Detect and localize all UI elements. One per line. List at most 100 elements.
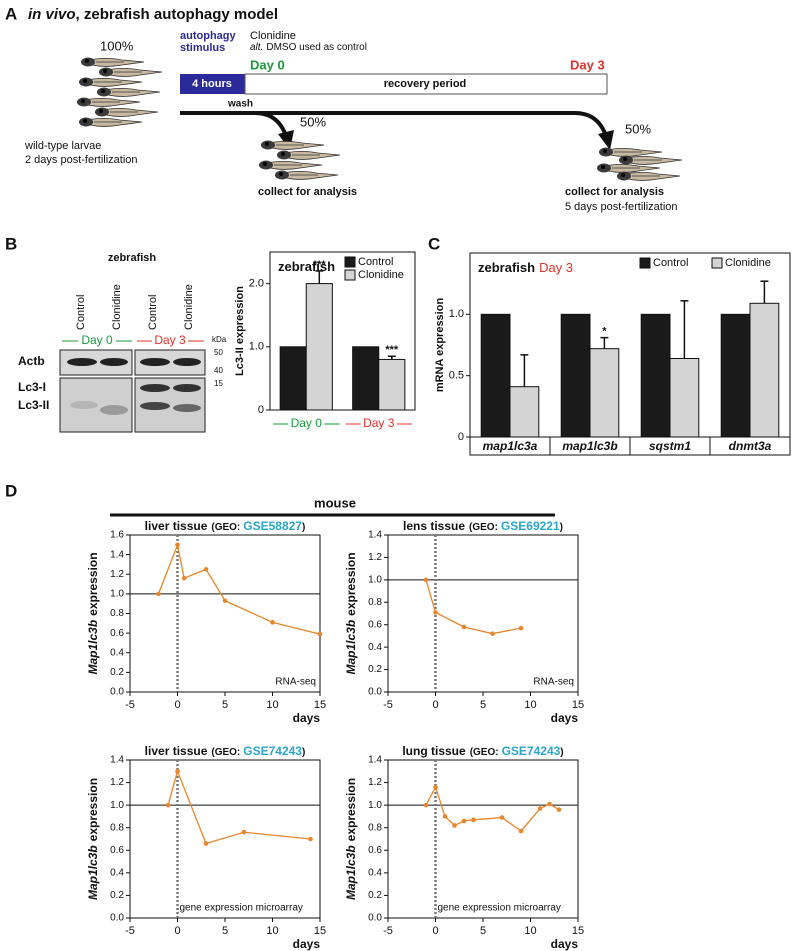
- significance: *: [602, 326, 607, 338]
- x-tick-label: 10: [524, 925, 536, 937]
- data-point: [461, 624, 467, 630]
- y-tick-label: 1.2: [110, 777, 124, 788]
- alt: alt.: [250, 42, 263, 53]
- x-tick-label: 0: [432, 699, 438, 711]
- x-tick-label: 5: [222, 925, 228, 937]
- bar: [378, 358, 406, 411]
- significance: ***: [385, 344, 399, 356]
- legend-swatch: [711, 257, 723, 269]
- panel-label: B: [5, 234, 17, 253]
- treatment-label: 4 hours: [192, 78, 232, 90]
- y-tick-label: 0: [258, 404, 264, 416]
- chart-title: zebrafish: [278, 259, 335, 274]
- label-text: expression: [344, 552, 358, 615]
- alt-text: DMSO used as control: [266, 42, 367, 53]
- source-suffix: ): [302, 522, 305, 533]
- y-tick-label: 0.2: [368, 890, 382, 901]
- y-tick-label: 1.0: [110, 800, 124, 811]
- y-tick-label: 0.8: [368, 597, 382, 608]
- bar: [669, 357, 700, 438]
- day-label: Day 3: [154, 333, 186, 347]
- arrowhead: [598, 130, 614, 150]
- y-tick-label: 0.2: [110, 890, 124, 901]
- y-tick-label: 1.0: [249, 341, 264, 353]
- lane-label: Clonidine: [183, 284, 195, 330]
- day-label: Day 0: [81, 333, 113, 347]
- x-tick-label: 5: [480, 699, 486, 711]
- x-axis-label: days: [293, 937, 321, 951]
- y-tick-label: 1.2: [368, 552, 382, 563]
- day-label: Day 0: [250, 57, 285, 72]
- percent: 50%: [300, 114, 326, 129]
- label-text: expression: [344, 778, 358, 841]
- bar: [720, 313, 751, 438]
- title-text: zebrafish: [278, 259, 335, 274]
- bar: [589, 348, 620, 438]
- legend-label: Clonidine: [358, 269, 404, 281]
- y-tick-label: 0.6: [110, 628, 124, 639]
- x-tick-label: 0: [174, 699, 180, 711]
- y-axis-label: Map1lc3b expression: [344, 552, 358, 674]
- data-point: [203, 841, 209, 846]
- data-point: [175, 542, 180, 548]
- title-italic: in vivo: [28, 6, 76, 23]
- bar: [749, 302, 780, 438]
- chart-title: liver tissue (GEO: GSE58827): [145, 519, 306, 533]
- percent: 100%: [100, 38, 134, 53]
- y-tick-label: 0.2: [110, 667, 124, 678]
- x-tick-label: 15: [314, 925, 326, 937]
- marker-label: 50: [214, 348, 223, 357]
- y-axis-label: Map1lc3b expression: [344, 778, 358, 900]
- y-axis-label: Map1lc3b expression: [86, 552, 100, 674]
- y-tick-label: 0.4: [110, 867, 124, 878]
- y-tick-label: 1.4: [110, 549, 124, 560]
- age-label: 5 days post-fertilization: [565, 201, 678, 213]
- y-tick-label: 1.0: [449, 308, 464, 320]
- y-tick-label: 1.2: [110, 569, 124, 580]
- bar: [305, 283, 333, 411]
- series-line: [157, 542, 321, 635]
- data-point: [452, 823, 457, 828]
- lane-label: Clonidine: [111, 284, 123, 330]
- larvae-label: wild-type larvae: [24, 140, 101, 152]
- data-point: [222, 598, 228, 604]
- chart-title: liver tissue (GEO: GSE74243): [145, 744, 306, 758]
- drug: Clonidine: [250, 30, 296, 42]
- y-tick-label: 0.6: [368, 845, 382, 856]
- legend-label: Clonidine: [725, 257, 771, 269]
- bar: [480, 313, 511, 438]
- y-tick-label: 1.0: [110, 589, 124, 600]
- x-tick-label: 15: [572, 699, 584, 711]
- source-id: GSE58827: [243, 519, 302, 533]
- percent: 50%: [625, 121, 651, 136]
- x-tick-label: 0: [432, 925, 438, 937]
- method-note: gene expression microarray: [438, 903, 561, 914]
- y-tick-label: 2.0: [249, 278, 264, 290]
- arrow: [180, 111, 288, 137]
- larvae-group: [596, 147, 683, 181]
- data-point: [165, 802, 171, 808]
- x-tick-label: 5: [222, 699, 228, 711]
- label-text: expression: [86, 552, 100, 615]
- y-tick-label: 1.4: [110, 755, 124, 766]
- data-point: [423, 577, 429, 583]
- x-tick-label: -5: [383, 699, 393, 711]
- legend-swatch: [344, 269, 356, 281]
- x-tick-label: dnmt3a: [729, 439, 772, 453]
- source-prefix: (GEO:: [211, 747, 240, 758]
- title-text: liver tissue: [145, 744, 208, 758]
- y-tick-label: 0: [458, 431, 464, 443]
- x-tick-label: 15: [314, 699, 326, 711]
- y-tick-label: 1.2: [368, 777, 382, 788]
- y-tick-label: 0.0: [368, 687, 382, 698]
- x-tick-label: 15: [572, 925, 584, 937]
- source-id: GSE74243: [243, 744, 302, 758]
- label-text: expression: [86, 778, 100, 841]
- row-label: Lc3-II: [18, 398, 49, 412]
- y-tick-label: 0.4: [368, 642, 382, 653]
- y-tick-label: 0.0: [110, 913, 124, 924]
- kda-label: kDa: [212, 335, 227, 344]
- data-point: [270, 620, 275, 625]
- bar: [560, 313, 591, 438]
- y-tick-label: 0.4: [368, 867, 382, 878]
